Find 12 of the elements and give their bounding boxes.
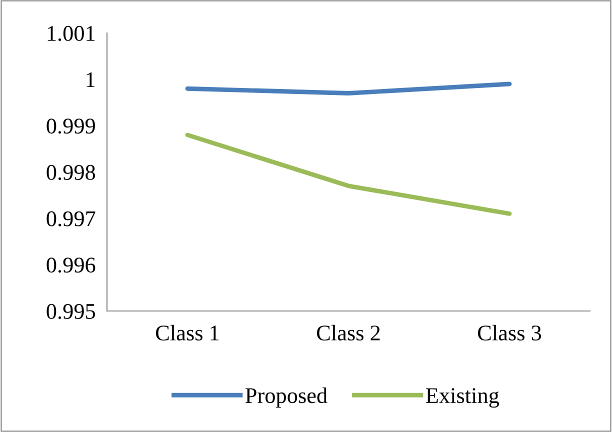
legend-label: Proposed [246,387,328,408]
y-tick-label: 0.999 [46,118,95,134]
x-tick-label: Class 1 [156,324,219,341]
y-tick-label: 1.001 [48,26,95,42]
x-tick-label: Class 3 [478,324,542,341]
x-tick-label: Class 2 [317,324,380,341]
y-tick-label: 1 [86,72,95,88]
y-tick-label: 0.997 [46,211,96,226]
y-tick-label: 0.995 [46,304,96,320]
y-tick-label: 0.998 [46,164,96,180]
legend-label: Existing [426,388,500,408]
y-tick-label: 0.996 [46,258,96,273]
